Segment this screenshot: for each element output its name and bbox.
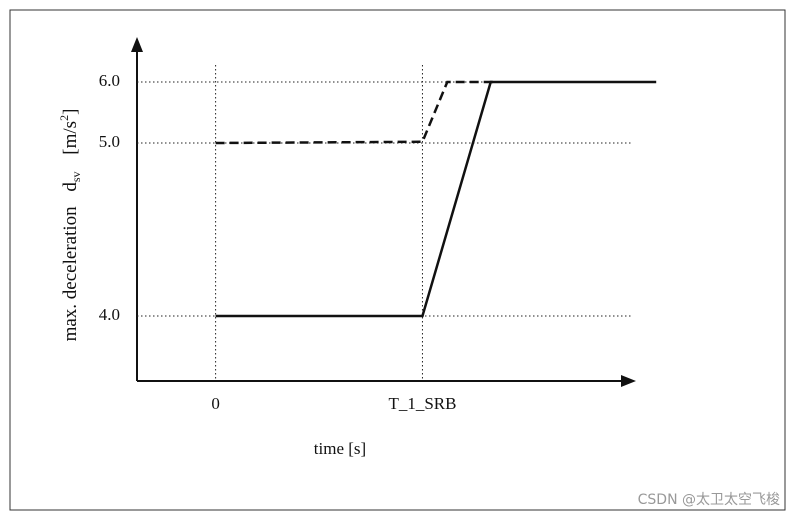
x-axis-arrow xyxy=(621,375,636,387)
x-tick-label: T_1_SRB xyxy=(388,394,456,413)
line-series xyxy=(215,80,657,318)
y-symbol-sub: sv xyxy=(69,171,83,182)
x-tick-label: 0 xyxy=(211,394,220,413)
frame xyxy=(9,9,786,511)
y-axis-label: max. deceleration dsv [m/s2] xyxy=(57,109,87,342)
y-axis-arrow xyxy=(131,37,143,52)
y-unit-sup: 2 xyxy=(57,115,71,121)
y-label-text: max. deceleration xyxy=(60,206,81,342)
y-tick-label: 6.0 xyxy=(99,71,120,90)
y-tick-label: 5.0 xyxy=(99,132,120,151)
line-series xyxy=(215,80,493,145)
y-unit-end: ] xyxy=(60,109,81,115)
y-symbol: d xyxy=(60,182,81,192)
y-tick-label: 4.0 xyxy=(99,305,120,324)
watermark: CSDN @太卫太空飞梭 xyxy=(638,491,780,508)
y-unit: [m/s xyxy=(60,121,81,155)
x-axis-label: time [s] xyxy=(314,439,366,458)
